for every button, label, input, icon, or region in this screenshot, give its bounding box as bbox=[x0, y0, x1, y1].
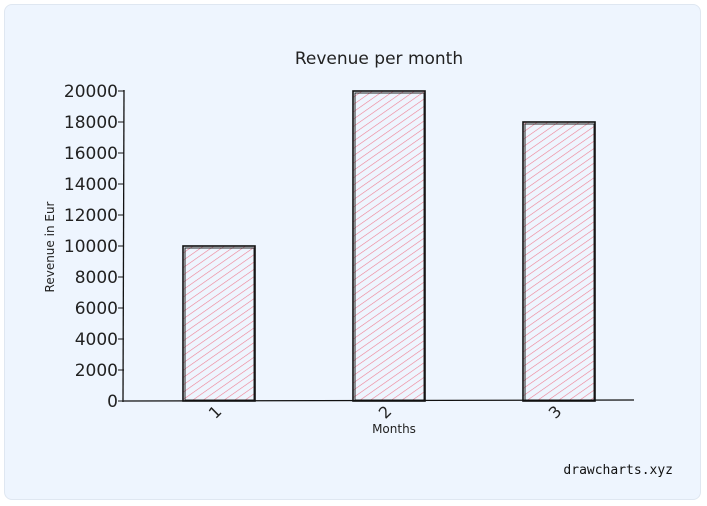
y-tick-label: 20000 bbox=[64, 82, 118, 102]
bars-group bbox=[182, 90, 596, 402]
x-tick-label: 2 bbox=[375, 402, 396, 423]
y-tick-label: 4000 bbox=[75, 330, 118, 350]
y-tick-label: 10000 bbox=[64, 237, 118, 257]
x-axis-label: Months bbox=[372, 422, 416, 436]
x-ticks-group: 1 2 3 bbox=[205, 402, 566, 423]
chart-title: Revenue per month bbox=[295, 49, 463, 69]
watermark: drawcharts.xyz bbox=[563, 463, 673, 478]
y-tick-label: 18000 bbox=[64, 113, 118, 133]
bar-outline-1 bbox=[184, 247, 255, 401]
y-tick-label: 6000 bbox=[75, 299, 118, 319]
y-tick-label: 12000 bbox=[64, 206, 118, 226]
y-axis-label: Revenue in Eur bbox=[43, 201, 57, 292]
bar-3 bbox=[522, 121, 596, 402]
x-axis-line bbox=[123, 399, 635, 402]
x-tick-label: 1 bbox=[205, 402, 226, 423]
y-axis-line bbox=[122, 89, 125, 403]
y-tick-label: 0 bbox=[107, 392, 118, 412]
bar-1 bbox=[182, 245, 256, 402]
y-ticks-group: 0 2000 4000 6000 8000 10000 12000 14000 16000 180… bbox=[64, 82, 124, 412]
x-tick-label: 3 bbox=[545, 402, 566, 423]
y-tick-label: 8000 bbox=[75, 268, 118, 288]
y-tick-label: 14000 bbox=[64, 175, 118, 195]
bar-2 bbox=[352, 90, 426, 402]
y-tick-label: 2000 bbox=[75, 361, 118, 381]
y-tick-label: 16000 bbox=[64, 144, 118, 164]
